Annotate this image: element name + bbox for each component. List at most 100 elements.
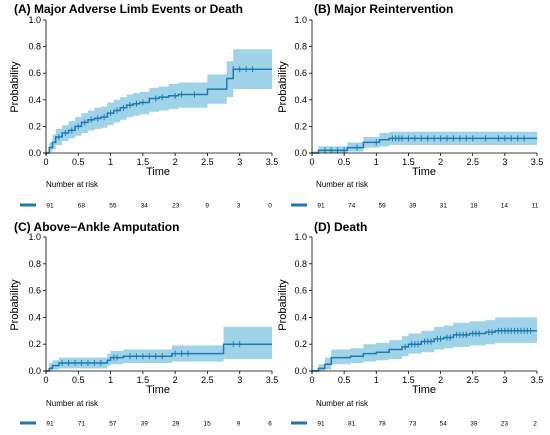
risk-count: 14 <box>501 203 509 210</box>
x-tick-label: 3.5 <box>266 157 279 167</box>
y-tick-label: 0.0 <box>28 148 41 158</box>
x-tick-label: 2.5 <box>201 375 214 385</box>
x-tick-label: 1.5 <box>137 375 150 385</box>
x-tick-label: 2 <box>438 157 443 167</box>
y-tick-label: 0.6 <box>294 68 307 78</box>
y-tick-label: 0.6 <box>294 286 307 296</box>
x-tick-label: 2.5 <box>466 375 479 385</box>
x-tick-label: 1 <box>374 157 379 167</box>
confidence-band <box>46 49 272 154</box>
x-axis-label: Time <box>412 166 436 178</box>
y-tick-label: 1.0 <box>28 232 41 242</box>
x-tick-label: 3.5 <box>531 375 544 385</box>
y-tick-label: 0.4 <box>28 95 41 105</box>
risk-count: 0 <box>268 203 272 210</box>
x-tick-label: 3 <box>502 157 507 167</box>
y-tick-label: 0.4 <box>28 312 41 322</box>
x-tick-label: 1 <box>108 375 113 385</box>
x-axis-label: Time <box>146 384 170 396</box>
risk-count: 31 <box>440 203 448 210</box>
risk-count: 23 <box>172 203 180 210</box>
y-tick-label: 0.0 <box>294 366 307 376</box>
risk-count: 39 <box>470 421 478 428</box>
x-tick-label: 1 <box>108 157 113 167</box>
risk-count: 9 <box>237 421 241 428</box>
risk-count: 18 <box>470 203 478 210</box>
risk-count: 81 <box>348 421 356 428</box>
y-tick-label: 1.0 <box>28 15 41 25</box>
x-tick-label: 0 <box>43 157 48 167</box>
risk-count: 11 <box>532 203 539 210</box>
x-tick-label: 0.5 <box>338 157 351 167</box>
y-tick-label: 0.2 <box>28 121 41 131</box>
x-tick-label: 3 <box>502 375 507 385</box>
risk-count: 91 <box>46 203 54 210</box>
y-tick-label: 0.8 <box>294 42 307 52</box>
y-tick-label: 0.0 <box>294 148 307 158</box>
risk-count: 68 <box>78 203 86 210</box>
risk-count: 2 <box>533 421 537 428</box>
risk-count: 78 <box>379 421 387 428</box>
risk-count: 55 <box>109 203 117 210</box>
y-tick-label: 0.8 <box>294 259 307 269</box>
risk-count: 34 <box>141 203 149 210</box>
confidence-band <box>46 326 272 371</box>
x-tick-label: 0.5 <box>72 157 85 167</box>
x-tick-label: 3 <box>237 375 242 385</box>
y-axis-label: Probability <box>9 61 21 113</box>
risk-count: 91 <box>317 203 325 210</box>
y-tick-label: 0.8 <box>28 259 41 269</box>
y-tick-label: 0.2 <box>28 339 41 349</box>
y-tick-label: 0.2 <box>294 121 307 131</box>
x-tick-label: 1.5 <box>137 157 150 167</box>
x-tick-label: 0.5 <box>72 375 85 385</box>
risk-table-title: Number at risk <box>46 180 99 189</box>
risk-count: 39 <box>141 421 149 428</box>
x-tick-label: 2.5 <box>466 157 479 167</box>
risk-count: 15 <box>204 421 212 428</box>
y-tick-label: 1.0 <box>294 15 307 25</box>
x-tick-label: 0 <box>43 375 48 385</box>
risk-count: 91 <box>46 421 54 428</box>
risk-count: 71 <box>78 421 86 428</box>
risk-count: 91 <box>317 421 325 428</box>
y-axis-label: Probability <box>9 279 21 331</box>
y-axis-label: Probability <box>277 279 289 331</box>
x-tick-label: 0 <box>309 157 314 167</box>
confidence-band <box>312 131 537 153</box>
y-axis-label: Probability <box>277 61 289 113</box>
survival-curve <box>46 343 272 372</box>
risk-table-title: Number at risk <box>316 399 369 408</box>
risk-table-title: Number at risk <box>46 399 99 408</box>
risk-count: 29 <box>172 421 180 428</box>
x-axis-label: Time <box>412 384 436 396</box>
risk-count: 6 <box>268 421 272 428</box>
x-tick-label: 3 <box>237 157 242 167</box>
x-tick-label: 2 <box>438 375 443 385</box>
survival-curve <box>46 68 272 154</box>
x-tick-label: 3.5 <box>266 375 279 385</box>
y-tick-label: 0.0 <box>28 366 41 376</box>
y-tick-label: 0.6 <box>28 68 41 78</box>
x-tick-label: 1.5 <box>402 375 415 385</box>
panel-title: (B) Major Reintervention <box>314 2 453 16</box>
risk-count: 73 <box>409 421 417 428</box>
risk-count: 57 <box>109 421 117 428</box>
x-tick-label: 0.5 <box>338 375 351 385</box>
y-tick-label: 0.8 <box>28 42 41 52</box>
x-tick-label: 1.5 <box>402 157 415 167</box>
y-tick-label: 0.4 <box>294 95 307 105</box>
risk-table-title: Number at risk <box>316 180 369 189</box>
y-tick-label: 1.0 <box>294 232 307 242</box>
x-tick-label: 2 <box>173 375 178 385</box>
survival-curve <box>312 137 537 154</box>
y-tick-label: 0.6 <box>28 286 41 296</box>
risk-count: 39 <box>409 203 417 210</box>
x-tick-label: 1 <box>374 375 379 385</box>
x-tick-label: 2 <box>173 157 178 167</box>
panel-title: (D) Death <box>314 220 367 234</box>
x-tick-label: 2.5 <box>201 157 214 167</box>
panel-title: (A) Major Adverse Limb Events or Death <box>14 2 243 16</box>
